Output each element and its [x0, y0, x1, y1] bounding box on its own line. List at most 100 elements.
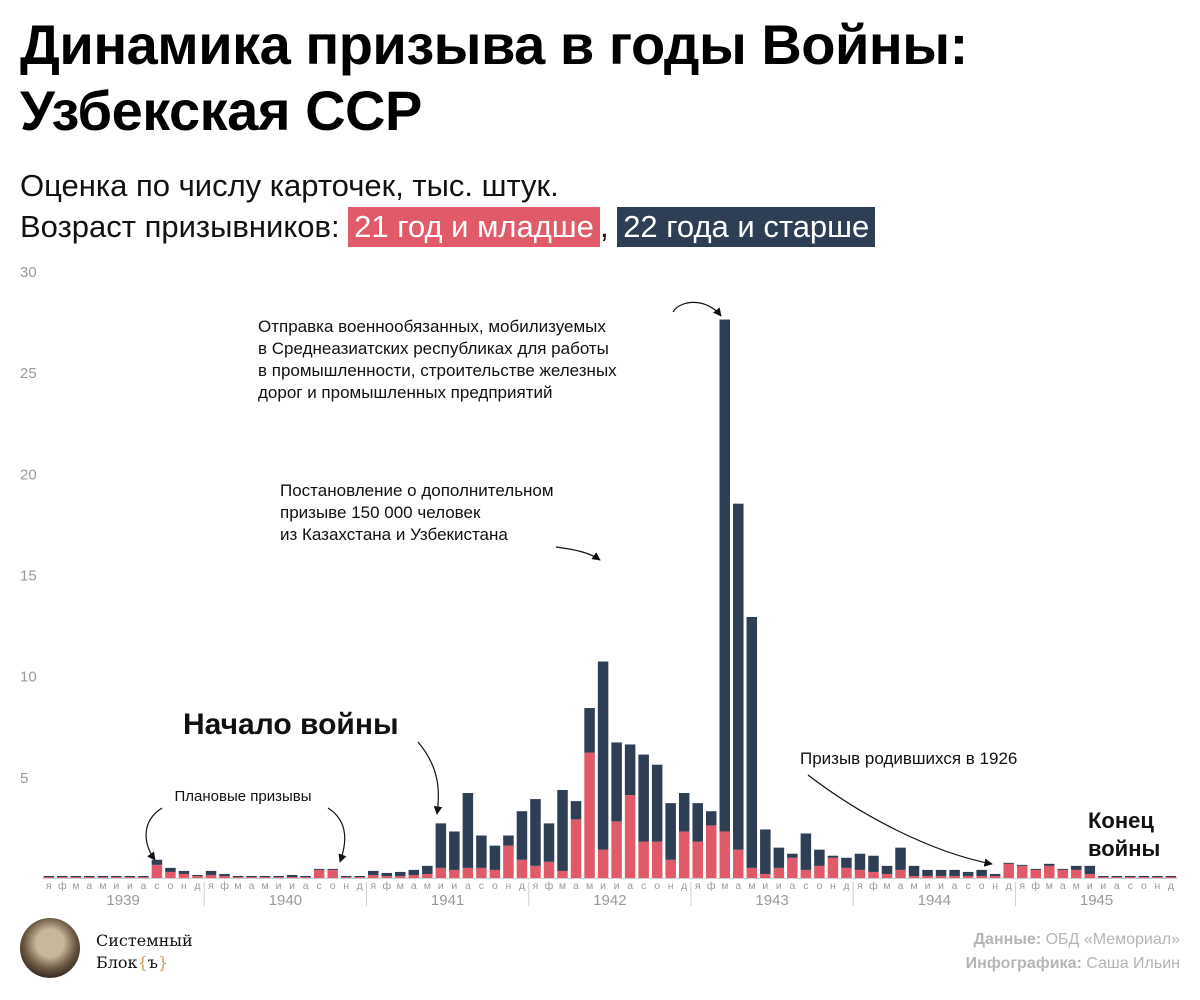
bar-young-10	[178, 873, 190, 878]
annotation-arrow-planned-right	[327, 807, 347, 863]
x-month-label-70: н	[992, 880, 998, 892]
x-month-label-17: и	[276, 880, 282, 892]
bar-old-82	[1152, 875, 1163, 877]
bar-old-65	[922, 869, 933, 876]
x-month-label-46: н	[668, 880, 674, 892]
bar-old-45	[651, 764, 663, 842]
x-month-label-21: о	[330, 880, 336, 892]
bar-old-54	[773, 847, 785, 868]
x-month-label-5: и	[113, 880, 119, 892]
bar-young-2	[70, 876, 82, 878]
bar-old-29	[435, 823, 447, 868]
x-month-label-43: а	[627, 880, 633, 892]
x-month-label-78: и	[1100, 880, 1106, 892]
credits-data-value: ОБД «Мемориал»	[1041, 931, 1180, 948]
bar-old-26	[395, 871, 406, 876]
bar-young-38	[557, 870, 568, 878]
bar-young-14	[232, 876, 244, 878]
bar-young-46	[665, 859, 676, 878]
bar-young-21	[327, 869, 338, 878]
x-month-label-57: о	[816, 880, 822, 892]
x-month-label-39: а	[573, 880, 579, 892]
x-month-label-41: и	[600, 880, 606, 892]
y-tick-label-25: 25	[20, 365, 37, 382]
bar-young-25	[381, 875, 393, 878]
bar-old-83	[1165, 875, 1177, 877]
annotation-arrow-decree	[555, 546, 601, 561]
bar-old-58	[827, 855, 839, 858]
bar-young-44	[638, 841, 649, 878]
bar-old-10	[178, 870, 190, 874]
chart-title-line2: Узбекская ССР	[20, 79, 422, 142]
bar-old-32	[476, 835, 487, 868]
bar-young-31	[462, 867, 474, 878]
bar-old-73	[1030, 868, 1041, 870]
bar-young-71	[1003, 863, 1014, 878]
bar-old-69	[976, 869, 987, 876]
legend-item-old: 22 года и старше	[617, 207, 876, 247]
logo[interactable]: Системный Блок{ъ}	[96, 930, 193, 974]
bar-old-35	[516, 811, 528, 860]
x-month-label-15: а	[249, 880, 255, 892]
credits-graphic-value: Саша Ильин	[1081, 955, 1180, 972]
x-month-label-73: ф	[1031, 880, 1040, 892]
bar-young-11	[192, 875, 203, 878]
x-month-label-29: и	[438, 880, 444, 892]
x-month-label-72: я	[1019, 880, 1025, 892]
bar-young-7	[138, 876, 149, 878]
bar-young-36	[530, 865, 541, 878]
bar-old-28	[422, 865, 433, 874]
bar-old-57	[814, 849, 825, 866]
chart-title: Динамика призыва в годы Войны: Узбекская…	[20, 12, 968, 144]
bar-old-59	[841, 857, 852, 868]
bar-young-30	[449, 869, 460, 878]
x-month-label-13: ф	[220, 880, 229, 892]
bar-old-52	[746, 616, 758, 868]
x-month-label-82: н	[1154, 880, 1160, 892]
annotation-born-1926: Призыв родившихся в 1926	[800, 749, 1017, 768]
x-month-label-77: и	[1087, 880, 1093, 892]
x-month-label-10: н	[181, 880, 187, 892]
bar-young-32	[476, 867, 487, 878]
annotation-mobilization: Отправка военнообязанных, мобилизуемых в …	[258, 317, 617, 402]
bar-old-40	[584, 708, 595, 753]
bar-old-43	[624, 744, 636, 796]
x-month-label-22: н	[343, 880, 349, 892]
bar-young-35	[516, 859, 528, 878]
bar-old-68	[962, 871, 974, 876]
bar-old-33	[489, 845, 501, 870]
bar-young-77	[1084, 873, 1096, 878]
x-month-label-16: м	[261, 880, 268, 892]
bar-old-23	[354, 875, 365, 877]
annotation-arrow-war-start	[417, 741, 443, 815]
bar-old-67	[949, 869, 960, 876]
bar-young-62	[881, 873, 893, 878]
bar-young-27	[408, 874, 420, 878]
x-month-label-64: м	[910, 880, 917, 892]
x-month-label-7: а	[140, 880, 146, 892]
bar-young-15	[246, 876, 257, 878]
x-year-label-1943: 1943	[755, 892, 788, 909]
x-month-label-36: я	[533, 880, 539, 892]
annotation-decree: Постановление о дополнительном призыве 15…	[280, 481, 554, 544]
x-month-label-31: а	[465, 880, 471, 892]
bar-old-2	[70, 875, 82, 877]
bar-young-80	[1125, 876, 1136, 878]
annotation-arrow-born-1926	[807, 774, 993, 867]
bar-old-50	[719, 319, 731, 832]
x-month-label-47: д	[681, 880, 687, 892]
bar-old-5	[111, 875, 122, 877]
bar-young-72	[1016, 865, 1028, 878]
bar-old-44	[638, 754, 649, 842]
annotation-planned-drafts: Плановые призывы	[174, 788, 311, 805]
bar-old-14	[232, 875, 244, 877]
bar-old-7	[138, 875, 149, 877]
logo-brace-char: ъ	[147, 953, 158, 972]
x-month-label-18: и	[289, 880, 295, 892]
bar-old-55	[787, 853, 798, 858]
x-month-label-33: о	[492, 880, 498, 892]
x-month-label-69: о	[979, 880, 985, 892]
x-month-label-56: с	[803, 880, 808, 892]
bar-old-38	[557, 789, 568, 871]
bar-old-56	[800, 833, 812, 870]
